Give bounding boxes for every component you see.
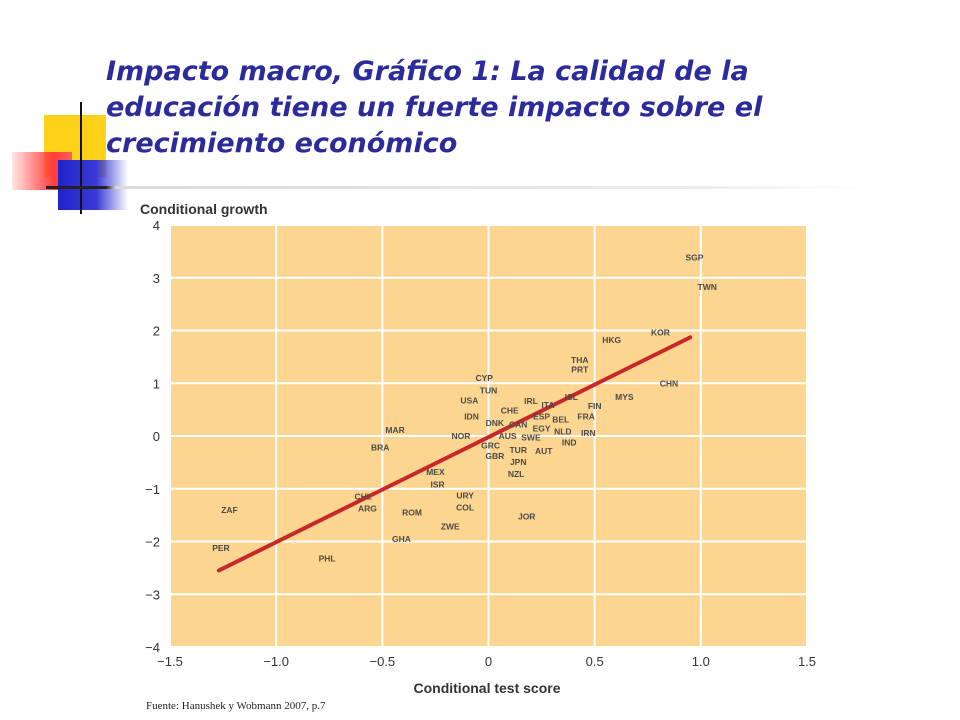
- data-point-per: PER: [212, 543, 229, 553]
- decor-blue-square: [58, 160, 128, 210]
- data-point-tha: THA: [571, 355, 588, 365]
- data-point-gha: GHA: [392, 534, 411, 544]
- data-point-grc: GRC: [481, 440, 500, 450]
- x-tick-label: −1.5: [157, 654, 183, 669]
- data-point-irl: IRL: [524, 396, 538, 406]
- data-point-aut: AUT: [535, 446, 553, 456]
- data-point-egy: EGY: [533, 424, 551, 434]
- data-point-chl: CHL: [354, 492, 371, 502]
- data-point-can: CAN: [509, 419, 527, 429]
- data-point-swe: SWE: [521, 433, 541, 443]
- title-underline: [46, 186, 866, 189]
- plot-area: −1.5 −1.0 −0.5 0 0.5 1.0 1.5 4 3 2 1 0 −1 −2 −3 −4 SGP TW…: [145, 218, 816, 669]
- data-point-jpn: JPN: [510, 457, 527, 467]
- y-tick-label: −4: [145, 640, 160, 655]
- data-point-kor: KOR: [651, 328, 670, 338]
- data-point-arg: ARG: [358, 503, 377, 513]
- data-point-bra: BRA: [371, 443, 389, 453]
- data-point-isl: ISL: [565, 392, 578, 402]
- slide-title: Impacto macro, Gráfico 1: La calidad de …: [106, 56, 763, 159]
- data-point-jor: JOR: [518, 512, 535, 522]
- data-point-isr: ISR: [430, 480, 444, 490]
- x-tick-label: 0: [485, 654, 492, 669]
- data-point-cyp: CYP: [476, 373, 494, 383]
- x-axis-label: Conditional test score: [413, 680, 560, 696]
- data-point-fin: FIN: [588, 401, 602, 411]
- data-point-phl: PHL: [319, 553, 336, 563]
- data-point-mex: MEX: [426, 467, 445, 477]
- data-point-mys: MYS: [615, 392, 634, 402]
- y-tick-label: 1: [153, 376, 160, 391]
- data-point-chn: CHN: [660, 378, 678, 388]
- data-point-tur: TUR: [509, 445, 526, 455]
- data-point-sgp: SGP: [685, 253, 703, 263]
- data-point-ind: IND: [562, 437, 577, 447]
- y-axis-label: Conditional growth: [140, 201, 268, 217]
- data-point-ita: ITA: [541, 400, 554, 410]
- decor-vertical-line: [80, 102, 82, 214]
- data-point-gbr: GBR: [485, 451, 504, 461]
- data-point-bel: BEL: [552, 415, 569, 425]
- data-point-prt: PRT: [571, 365, 589, 375]
- x-tick-label: −0.5: [369, 654, 395, 669]
- y-tick-label: −2: [145, 535, 160, 550]
- data-point-tun: TUN: [480, 386, 497, 396]
- data-point-esp: ESP: [533, 411, 550, 421]
- data-point-aus: AUS: [499, 431, 517, 441]
- data-point-dnk: DNK: [486, 418, 505, 428]
- data-point-hkg: HKG: [602, 335, 621, 345]
- data-point-fra: FRA: [577, 411, 594, 421]
- source-note: Fuente: Hanushek y Wobmann 2007, p.7: [146, 700, 326, 712]
- regression-line: [216, 335, 693, 573]
- data-point-zwe: ZWE: [441, 522, 460, 532]
- data-point-usa: USA: [460, 396, 478, 406]
- data-point-twn: TWN: [698, 282, 717, 292]
- y-tick-label: 2: [153, 324, 160, 339]
- data-point-irn: IRN: [581, 428, 596, 438]
- y-tick-label: 0: [153, 429, 160, 444]
- data-point-col: COL: [456, 503, 474, 513]
- x-tick-label: 1.0: [692, 654, 710, 669]
- data-point-nld: NLD: [554, 426, 571, 436]
- data-point-idn: IDN: [464, 411, 479, 421]
- y-tick-label: −1: [145, 482, 160, 497]
- x-tick-label: −1.0: [263, 654, 289, 669]
- data-point-rom: ROM: [402, 507, 422, 517]
- y-tick-label: 4: [153, 218, 160, 233]
- y-tick-label: 3: [153, 271, 160, 286]
- x-tick-label: 1.5: [798, 654, 816, 669]
- y-tick-label: −3: [145, 587, 160, 602]
- data-point-che: CHE: [501, 406, 519, 416]
- data-point-nzl: NZL: [508, 469, 525, 479]
- data-point-nor: NOR: [451, 431, 470, 441]
- data-point-mar: MAR: [385, 425, 404, 435]
- x-tick-label: 0.5: [586, 654, 604, 669]
- data-point-zaf: ZAF: [221, 505, 238, 515]
- data-point-ury: URY: [456, 491, 474, 501]
